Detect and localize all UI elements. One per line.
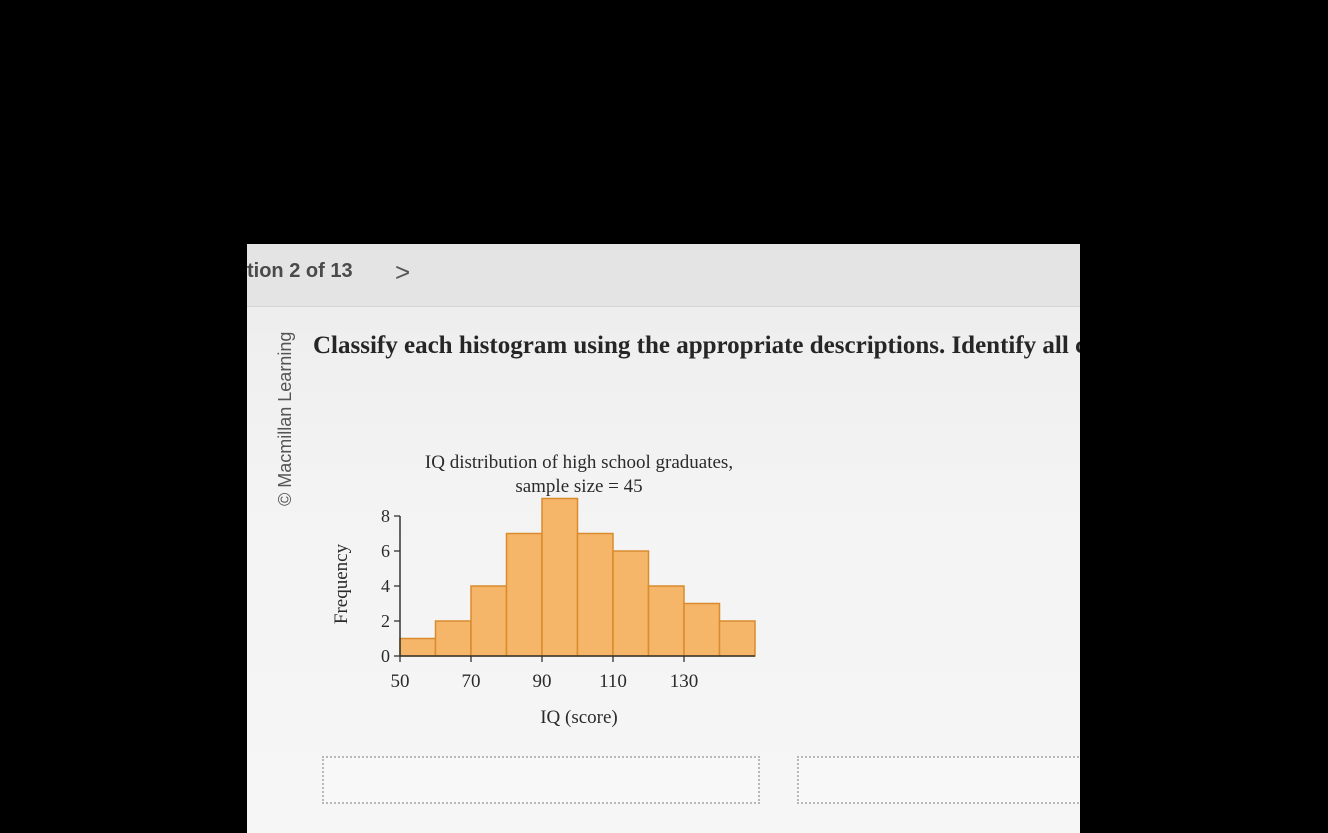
y-tick-label: 0 [381,646,390,666]
y-tick-label: 6 [381,541,390,561]
x-tick-label: 90 [533,671,552,692]
histogram-bar [576,532,614,657]
histogram-bar [683,602,721,657]
answer-drop-zone-1[interactable] [322,756,760,804]
y-axis-label: Frequency [331,543,352,624]
chart-title: IQ distribution of high school graduates… [425,452,733,473]
histogram-bar [505,532,543,657]
screen: tion 2 of 13 > © Macmillan Learning Clas… [247,244,1080,833]
x-axis-label: IQ (score) [540,707,618,728]
x-tick-label: 50 [391,671,410,692]
next-question-icon[interactable]: > [395,257,411,287]
histogram-bar [541,497,579,657]
question-counter: tion 2 of 13 [247,260,353,282]
histogram-bar [647,585,685,657]
plot-area: 0 2 4 6 8 50 70 90 110 130 [381,497,756,692]
y-tick-label: 2 [381,611,390,631]
histogram-bar [470,585,508,657]
histogram-bar [399,637,437,657]
y-tick-label: 4 [381,576,390,596]
x-tick-label: 70 [462,671,481,692]
histogram-bar [718,620,756,657]
chart-subtitle: sample size = 45 [515,476,642,497]
histogram-chart: IQ distribution of high school graduates… [331,452,756,728]
answer-drop-zone-2[interactable] [797,756,1080,804]
question-prompt: Classify each histogram using the approp… [313,332,1080,359]
x-tick-label: 130 [670,671,699,692]
x-tick-label: 110 [599,671,627,692]
y-tick-label: 8 [381,506,390,526]
histogram-bar [434,620,472,657]
histogram-bar [612,550,650,657]
question-nav-bar: tion 2 of 13 > [247,244,1080,307]
